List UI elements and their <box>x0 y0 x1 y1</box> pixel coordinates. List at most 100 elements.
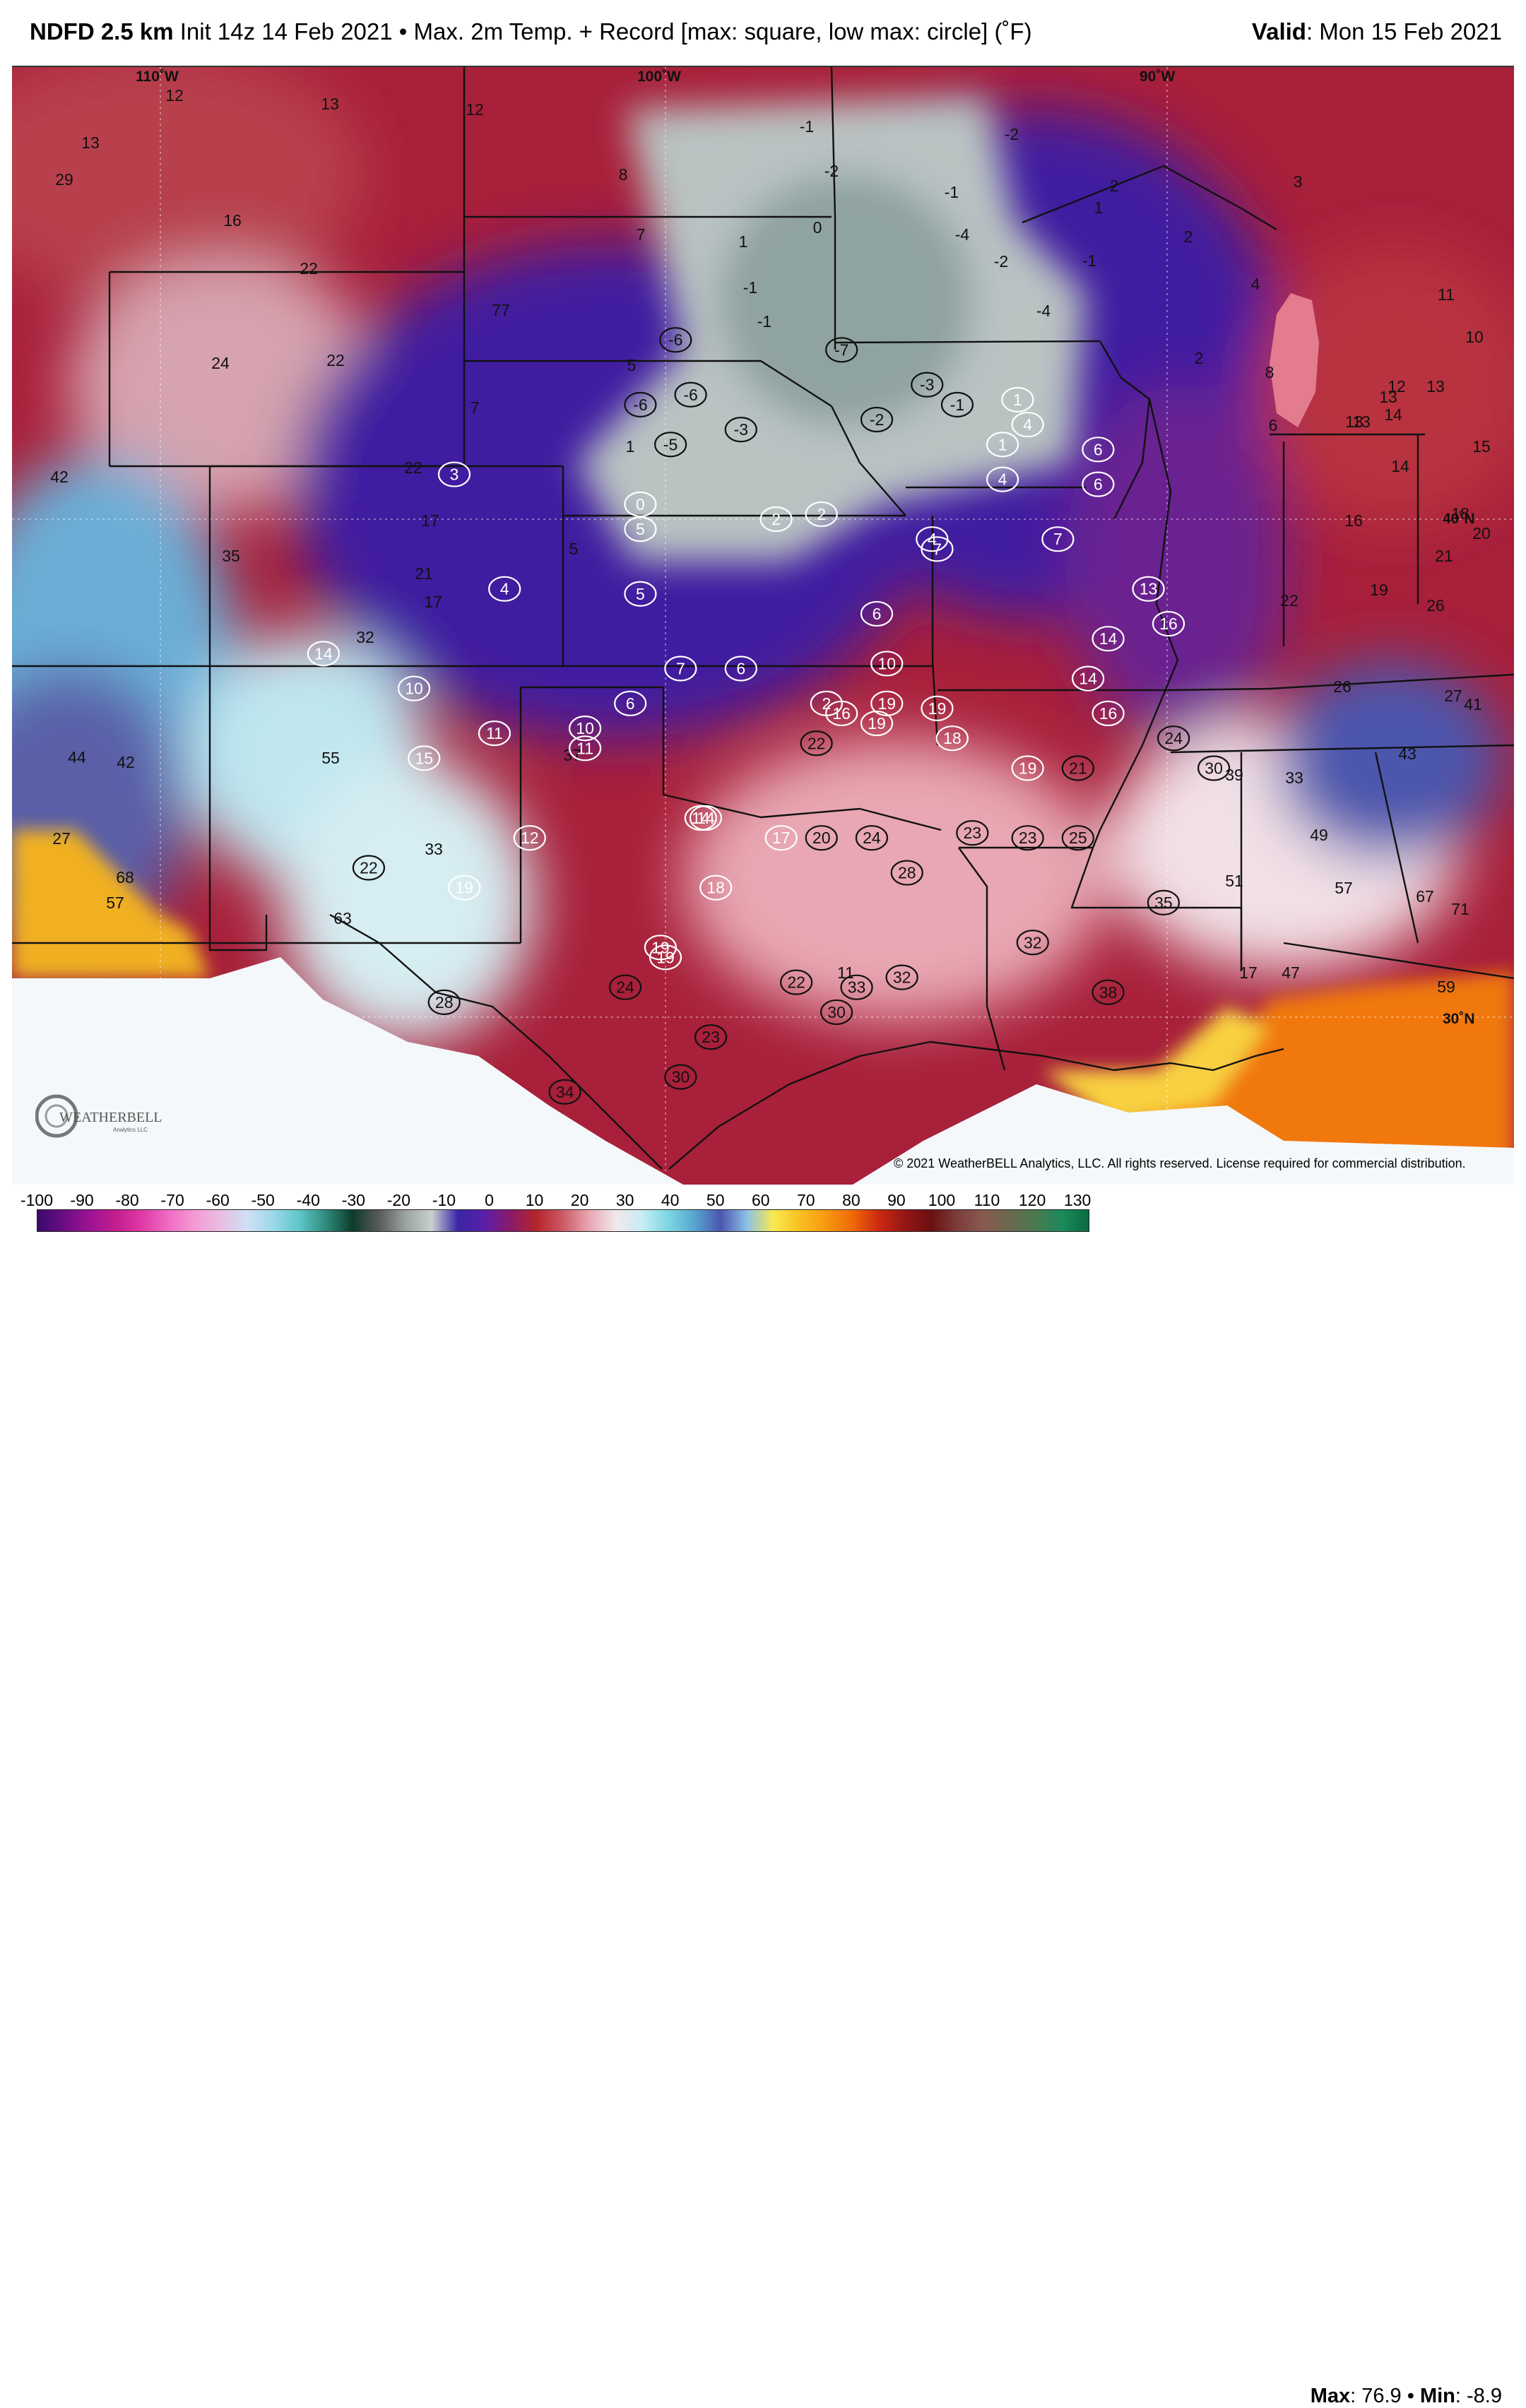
record-circle: 32 <box>1016 930 1049 956</box>
record-circle: 19 <box>649 944 682 971</box>
forecast-value: 57 <box>1335 879 1353 897</box>
record-circle: 6 <box>724 656 757 682</box>
svg-text:0: 0 <box>636 495 645 514</box>
forecast-value: 1 <box>739 232 748 251</box>
colorbar-tick: -100 <box>20 1191 54 1209</box>
forecast-value: 55 <box>321 749 340 767</box>
forecast-value: 33 <box>425 840 443 858</box>
rio-grande <box>329 913 663 1170</box>
border-mn-ia <box>834 340 1101 344</box>
svg-text:4: 4 <box>998 470 1007 489</box>
record-circle: 4 <box>1011 411 1044 438</box>
record-circle: 5 <box>624 516 657 542</box>
record-circle: 15 <box>408 745 441 771</box>
svg-text:14: 14 <box>314 644 333 663</box>
colorbar-tick: -70 <box>160 1191 184 1209</box>
record-circle: 12 <box>513 825 546 851</box>
forecast-value: -1 <box>743 278 757 297</box>
forecast-value: 17 <box>421 511 439 530</box>
colorbar-tick: -80 <box>115 1191 139 1209</box>
gulf-coast-warm-band <box>1043 1007 1270 1127</box>
record-circle: 6 <box>860 600 894 627</box>
field-description: Max. 2m Temp. + Record [max: square, low… <box>413 18 1032 45</box>
border-co-south <box>12 516 564 668</box>
colorbar-tick: 130 <box>1063 1191 1092 1209</box>
svg-text:24: 24 <box>863 829 881 847</box>
forecast-value: 13 <box>1345 413 1364 431</box>
record-circle: 17 <box>764 825 798 851</box>
svg-text:22: 22 <box>808 734 826 752</box>
record-circle: 34 <box>548 1079 581 1105</box>
record-circle: 3 <box>437 461 471 487</box>
svg-text:6: 6 <box>873 605 882 623</box>
record-circle: 19 <box>644 935 677 961</box>
record-circle: 23 <box>694 1024 728 1050</box>
record-circle: 11 <box>478 720 511 747</box>
svg-text:19: 19 <box>877 694 896 713</box>
border-tn-south <box>1170 744 1514 754</box>
forecast-value: 10 <box>1465 328 1484 346</box>
svg-text:4: 4 <box>1023 415 1032 434</box>
forecast-value: 0 <box>813 218 822 237</box>
record-circle: 32 <box>885 964 918 990</box>
forecast-value: 43 <box>1398 745 1416 763</box>
label-30n: 30˚N <box>1443 1011 1475 1027</box>
svg-text:32: 32 <box>893 968 911 987</box>
svg-text:14: 14 <box>697 809 715 827</box>
colorbar-tick: 0 <box>485 1191 494 1209</box>
colorbar-tick: -50 <box>251 1191 275 1209</box>
border-ky-tn <box>1170 673 1514 692</box>
record-circle: 19 <box>870 690 904 716</box>
border-fl-north <box>1283 942 1514 980</box>
forecast-value: 8 <box>1265 363 1274 381</box>
forecast-value: 13 <box>1379 388 1397 406</box>
forecast-value: -4 <box>1036 302 1051 320</box>
svg-text:6: 6 <box>1094 475 1103 494</box>
weatherbell-logo: WEATHERBELL Analytics LLC <box>35 1088 170 1144</box>
forecast-value: 13 <box>1426 377 1445 396</box>
forecast-value: 5 <box>569 540 579 558</box>
record-circle: -6 <box>674 381 707 408</box>
record-circle: 4 <box>488 576 521 602</box>
svg-text:2: 2 <box>817 505 826 523</box>
svg-text:13: 13 <box>1140 580 1158 598</box>
svg-text:28: 28 <box>898 864 916 882</box>
minmax-separator: • <box>1407 2385 1414 2407</box>
forecast-value: 22 <box>1280 591 1299 610</box>
colorbar-tick: -40 <box>296 1191 320 1209</box>
record-circle: 4 <box>986 466 1019 492</box>
svg-text:6: 6 <box>1094 440 1103 458</box>
svg-text:1: 1 <box>998 435 1007 453</box>
mexico-land <box>12 957 683 1185</box>
record-circle: 10 <box>397 675 431 701</box>
colorbar-tick: 40 <box>661 1191 680 1209</box>
map-panel: 110˚W 100˚W 90˚W 40˚N 30˚N 12 13 12 13 29 16 8… <box>12 66 1514 1185</box>
forecast-value: 71 <box>1451 900 1469 918</box>
forecast-value: 1 <box>626 437 635 456</box>
forecast-value: 51 <box>1225 872 1243 890</box>
border-us-mexico-west <box>12 915 268 951</box>
svg-text:-6: -6 <box>683 386 697 404</box>
record-circle: 16 <box>1092 700 1125 727</box>
svg-text:4: 4 <box>500 580 509 598</box>
record-circle: 30 <box>1197 755 1231 781</box>
svg-text:-3: -3 <box>920 376 934 394</box>
border-al-ga <box>1374 752 1419 944</box>
label-110w: 110˚W <box>136 69 179 85</box>
colorbar-tick: 30 <box>615 1191 634 1209</box>
svg-text:38: 38 <box>1099 983 1118 1002</box>
forecast-value: 21 <box>1435 547 1453 565</box>
record-circle: 16 <box>825 700 858 727</box>
colorbar-tick: 60 <box>751 1191 770 1209</box>
record-circle: 19 <box>1011 755 1044 781</box>
record-circle: 35 <box>1147 889 1180 915</box>
record-circle: 6 <box>1082 437 1115 463</box>
record-circle: 24 <box>1157 725 1190 752</box>
record-circle: 18 <box>935 725 969 752</box>
forecast-value: -2 <box>994 252 1008 271</box>
valid-value: : Mon 15 Feb 2021 <box>1306 18 1502 45</box>
border-nd-mn <box>830 67 836 218</box>
record-circle: 1 <box>1001 386 1034 413</box>
colorbar-tick: 20 <box>570 1191 589 1209</box>
record-circle: 22 <box>352 855 386 881</box>
